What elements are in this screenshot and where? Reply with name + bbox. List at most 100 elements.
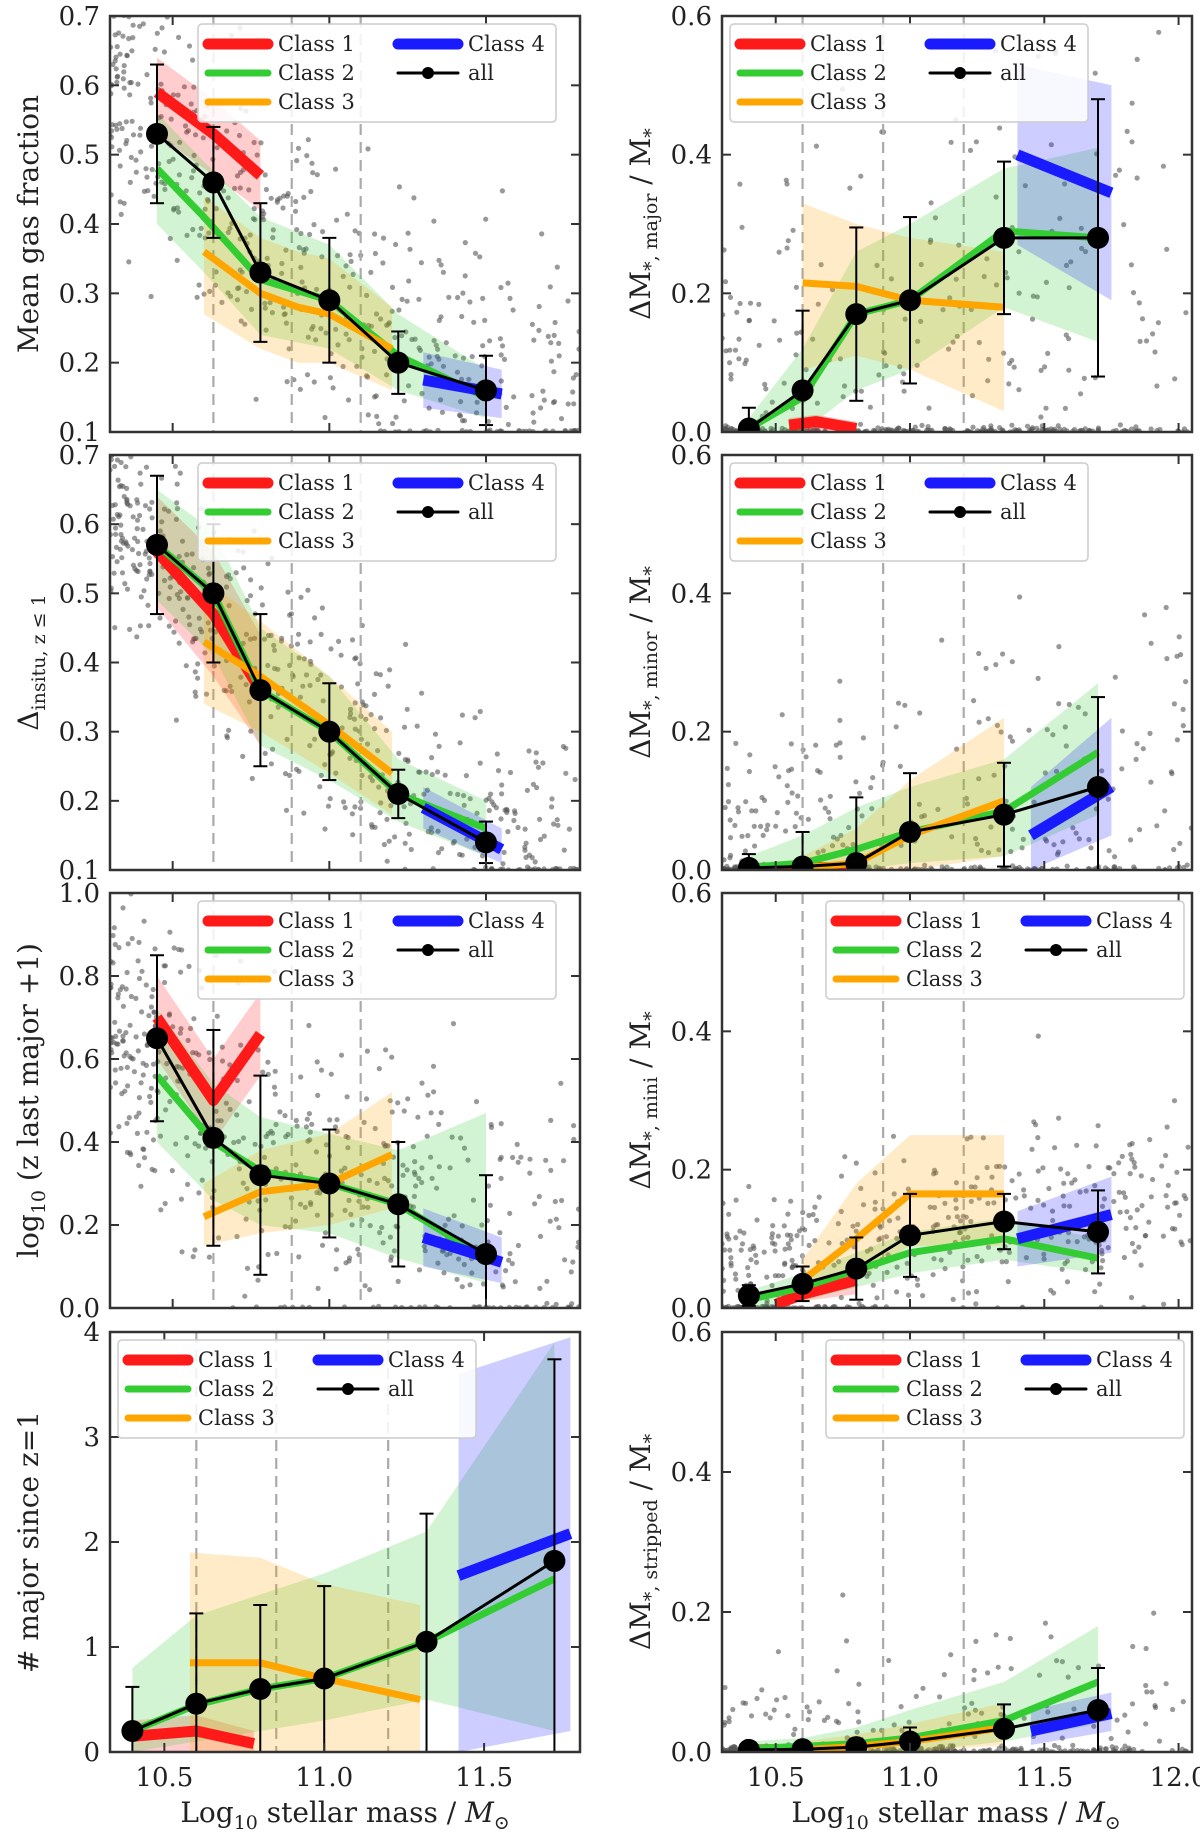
scatter-point [507,769,514,776]
point-all [121,1720,144,1742]
scatter-point [950,1743,956,1749]
scatter-point [474,399,480,405]
scatter-point [1163,1193,1169,1199]
scatter-point [364,1048,370,1054]
scatter-point [810,1211,816,1218]
scatter-point [303,672,310,678]
scatter-point [1147,730,1153,737]
scatter-point [125,941,131,947]
scatter-point [853,1160,859,1166]
legend-label: all [1096,938,1122,962]
scatter-point [318,1067,325,1073]
point-all [737,1738,760,1752]
scatter-point [505,829,511,835]
scatter-point [347,714,353,721]
scatter-point [509,1261,515,1267]
scatter-point [1177,840,1183,846]
scatter-point [286,346,292,352]
scatter-point [858,173,864,179]
scatter-point [176,172,182,178]
scatter-point [1129,1240,1135,1247]
scatter-point [467,299,473,305]
scatter-point [558,1080,564,1086]
scatter-point [1035,675,1041,682]
scatter-point [386,838,392,844]
scatter-point [746,318,752,324]
scatter-point [460,290,466,296]
scatter-point [989,1174,995,1180]
scatter-point [1129,139,1135,145]
scatter-point [1132,1249,1138,1255]
scatter-point [866,864,872,870]
scatter-point [277,195,283,201]
scatter-point [1163,604,1169,611]
scatter-point [1078,225,1084,231]
scatter-point [747,752,753,758]
scatter-point [499,791,505,797]
scatter-point [983,665,989,671]
scatter-point [340,363,346,370]
point-all [1087,1220,1109,1243]
point-all [737,856,760,870]
scatter-point [144,72,150,78]
scatter-point [248,306,255,312]
point-all [845,1736,868,1752]
scatter-point [733,740,739,747]
scatter-point [1086,1164,1092,1170]
legend-label: all [388,1377,414,1401]
legend-marker-all [422,944,434,956]
scatter-point [1031,799,1037,805]
scatter-point [416,1267,423,1273]
scatter-point [795,793,801,799]
scatter-point [814,400,821,406]
scatter-point [461,793,467,799]
scatter-point [914,1276,921,1282]
scatter-point [973,139,980,145]
scatter-point [193,693,199,699]
scatter-point [271,647,278,653]
scatter-point [135,538,141,545]
scatter-point [827,816,833,822]
scatter-point [177,470,183,476]
scatter-point [787,1245,793,1251]
scatter-point [1043,279,1049,285]
scatter-point [479,853,486,859]
scatter-point [287,772,293,779]
scatter-point [117,199,123,205]
scatter-point [305,137,311,143]
legend-label: Class 1 [278,471,355,495]
scatter-point [416,1175,422,1181]
scatter-point [872,1206,878,1212]
line-class-3 [800,1190,1004,1284]
scatter-point [261,636,268,642]
scatter-point [335,342,341,348]
scatter-point [186,43,193,49]
scatter-point [191,565,197,571]
scatter-point [384,816,390,823]
line-class-4 [1015,149,1114,198]
scatter-point [469,354,475,360]
scatter-point [116,945,122,951]
scatter-point [117,987,123,993]
line-class-2 [154,166,488,401]
scatter-point [146,555,152,561]
scatter-point [764,1274,770,1280]
band-class-1 [157,496,261,746]
scatter-point [979,1710,985,1716]
scatter-point [359,772,365,779]
scatter-point [775,1649,782,1655]
scatter-point [187,1025,194,1032]
scatter-point [464,836,470,842]
band-class-2 [157,489,486,857]
scatter-point [157,615,163,621]
scatter-point [216,1235,222,1241]
scatter-point [112,463,118,469]
scatter-point [466,376,472,382]
scatter-point [972,1184,978,1190]
scatter-point [751,823,757,829]
scatter-point [505,280,511,286]
scatter-point [262,750,268,757]
